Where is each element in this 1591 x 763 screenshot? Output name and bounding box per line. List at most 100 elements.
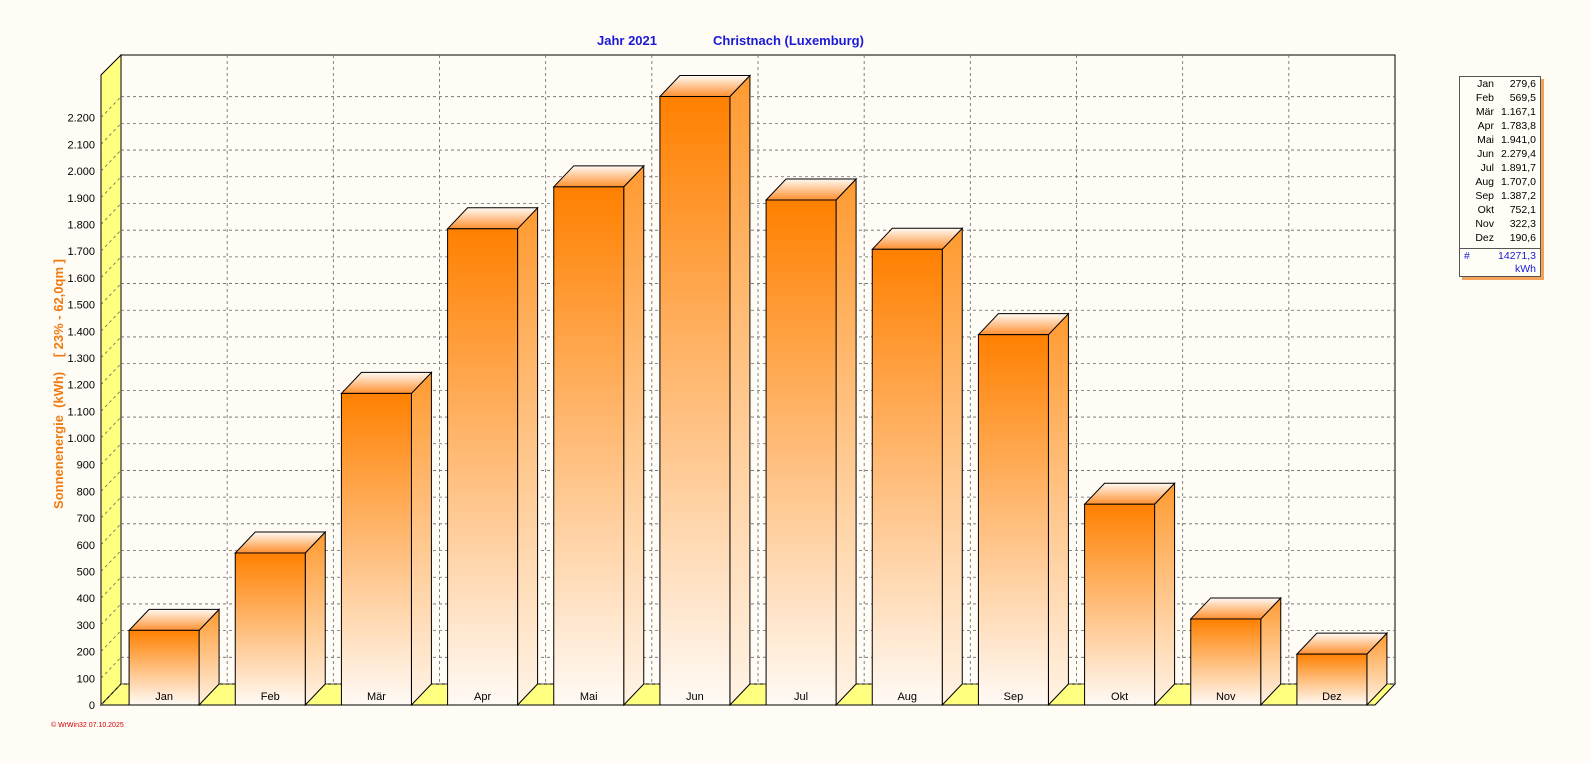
y-tick-label: 600 (77, 540, 95, 552)
grid-lines (100, 55, 1395, 706)
grid-line-wall (100, 176, 122, 199)
legend-month: Jul (1480, 162, 1494, 174)
grid-line-wall (100, 283, 122, 305)
x-tick-label: Apr (474, 691, 491, 703)
y-tick-label: 800 (77, 486, 95, 498)
legend-value: 1.707,0 (1500, 176, 1536, 188)
chart-title-location: Christnach (Luxemburg) (713, 33, 864, 48)
bar-front (128, 629, 200, 706)
grid-line-wall (100, 363, 122, 385)
y-tick-label: 1.900 (67, 193, 95, 205)
legend-value: 322,3 (1509, 218, 1536, 230)
y-tick-label: 1.200 (67, 380, 95, 392)
x-tick-label: Aug (897, 691, 917, 703)
bar-front (871, 248, 943, 706)
x-tick-label: Dez (1322, 691, 1342, 703)
x-tick-label: Nov (1216, 691, 1236, 703)
x-tick-label: Jul (794, 691, 808, 703)
grid-line-wall (100, 309, 122, 332)
grid-line-wall (100, 657, 122, 679)
legend-value: 1.167,1 (1500, 106, 1536, 118)
bar-side (304, 530, 326, 707)
legend-entry: Feb 569,5 (1460, 91, 1540, 105)
bar (1083, 481, 1176, 707)
y-tick-label: 1.800 (67, 219, 95, 231)
chart-title-year: Jahr 2021 (597, 33, 657, 48)
grid-line-wall (100, 123, 122, 145)
y-tick-label: 200 (77, 647, 95, 659)
legend-value: 752,1 (1509, 204, 1536, 216)
legend-value: 569,5 (1509, 92, 1536, 104)
bar-front (765, 199, 837, 706)
y-tick-label: 1.100 (67, 406, 95, 418)
bar-side (623, 164, 645, 707)
grid-line-wall (100, 149, 122, 172)
y-tick-label: 2.200 (67, 113, 95, 125)
grid-line-wall (100, 443, 122, 466)
bar-front (1296, 653, 1368, 706)
legend-month: Jun (1477, 148, 1494, 160)
legend-month: Feb (1475, 92, 1494, 104)
grid-line-wall (100, 496, 122, 519)
bar-front (447, 228, 519, 706)
bar (446, 206, 539, 707)
footer-note: © WrWin32 07.10.2025 (51, 722, 124, 729)
y-tick-label: 100 (77, 673, 95, 685)
legend-entry: Apr 1.783,8 (1460, 119, 1540, 133)
bar-side (729, 74, 751, 707)
grid-line-wall (100, 203, 122, 225)
x-tick-label: Jan (155, 691, 173, 703)
bar-side (835, 177, 857, 707)
y-tick-label: 1.600 (67, 273, 95, 285)
legend-entry: Jan 279,6 (1460, 77, 1540, 91)
total-value: 14271,3 (1498, 250, 1536, 262)
bar-side (1154, 481, 1176, 707)
grid-line-wall (100, 630, 122, 652)
bar-front (977, 334, 1049, 706)
legend-entry: Jul 1.891,7 (1460, 161, 1540, 175)
legend-value: 2.279,4 (1500, 148, 1536, 160)
legend-total-row: # 14271,3 (1460, 249, 1540, 263)
bar-front (340, 392, 412, 706)
legend-month: Sep (1475, 190, 1494, 202)
legend-month: Mär (1475, 106, 1494, 118)
y-axis-ticks: 0 100 200 300 400 500 600 700 800 900 1.000 1.100 1.… (67, 113, 95, 712)
bar-side (517, 206, 539, 707)
bar-front (1084, 503, 1156, 706)
grid-line-wall (100, 603, 122, 626)
grid-line-wall (100, 256, 122, 279)
legend-divider (1460, 248, 1540, 249)
legend-entry: Mär 1.167,1 (1460, 105, 1540, 119)
grid-line-wall (100, 550, 122, 572)
bar-side (941, 227, 963, 707)
legend-month: Okt (1477, 204, 1494, 216)
x-tick-label: Jun (686, 691, 704, 703)
legend-entry: Nov 322,3 (1460, 217, 1540, 231)
bar-front (1190, 618, 1262, 706)
legend-rows: Jan 279,6 Feb 569,5 Mär 1.167,1 Apr 1.783,8 Mai 1… (1460, 77, 1540, 245)
legend-month: Mai (1477, 134, 1494, 146)
bar (658, 74, 752, 707)
bar (340, 371, 433, 707)
x-tick-label: Mai (580, 691, 598, 703)
x-tick-label: Mär (367, 691, 386, 703)
grid-line-wall (100, 96, 122, 118)
grid-line-wall (100, 523, 122, 546)
legend-value: 1.891,7 (1500, 162, 1536, 174)
y-tick-label: 2.100 (67, 139, 95, 151)
legend-entry: Okt 752,1 (1460, 203, 1540, 217)
grid-line-wall (100, 576, 122, 599)
x-tick-label: Okt (1111, 691, 1128, 703)
legend-month: Jan (1477, 78, 1494, 90)
grid-line-wall (100, 470, 122, 492)
grid-line-wall (100, 683, 122, 706)
x-tick-label: Feb (261, 691, 280, 703)
bar (127, 608, 221, 707)
legend-month: Nov (1475, 218, 1494, 230)
y-tick-label: 1.000 (67, 433, 95, 445)
value-legend: Jan 279,6 Feb 569,5 Mär 1.167,1 Apr 1.783,8 Mai 1… (1459, 76, 1541, 277)
bar (1189, 596, 1282, 707)
grid-line-wall (100, 229, 122, 252)
